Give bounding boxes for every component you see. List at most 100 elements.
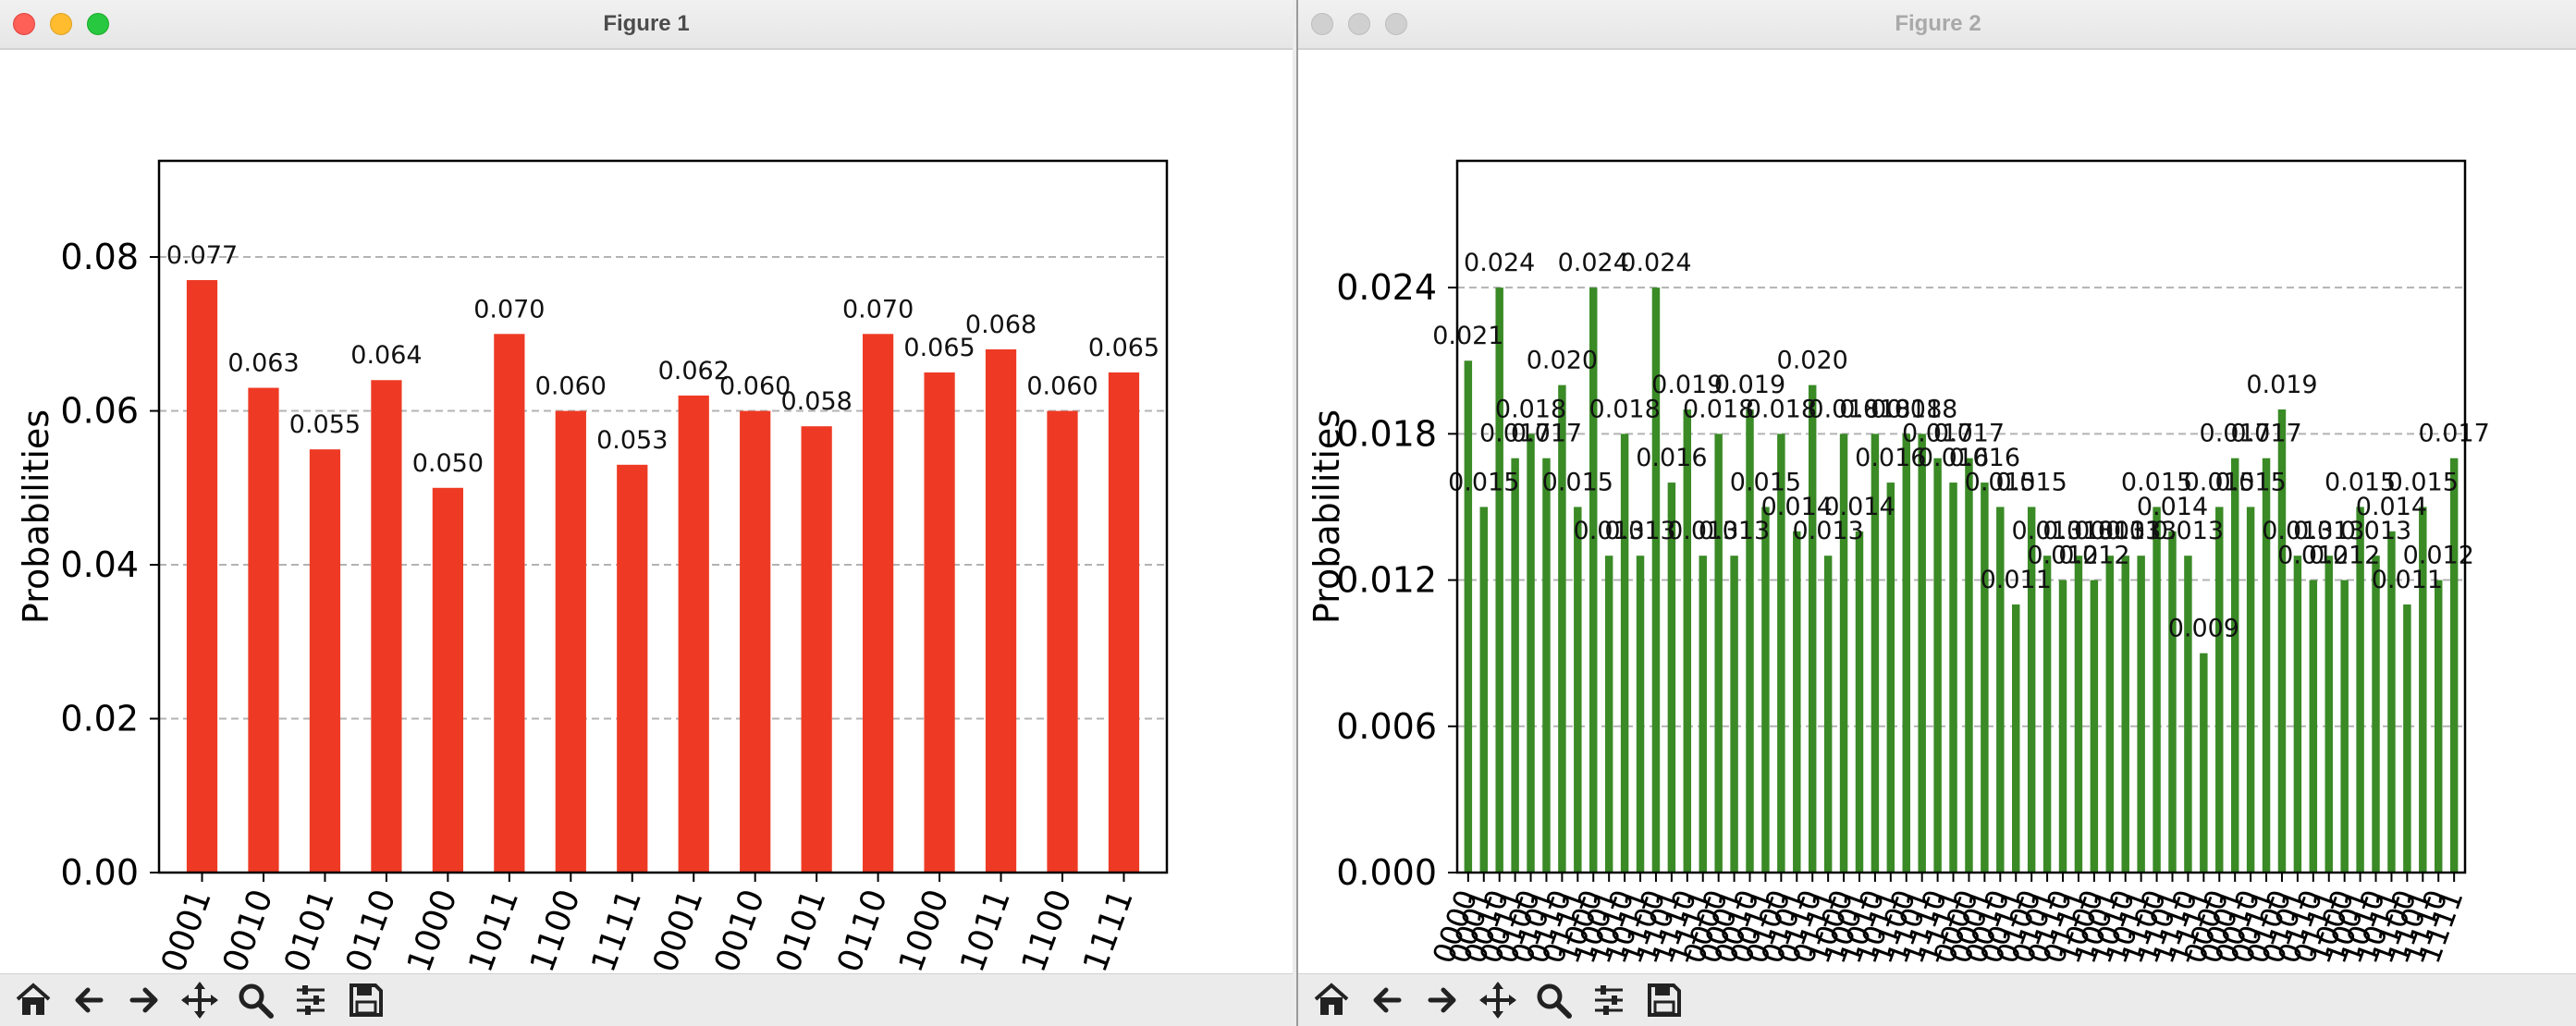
minimize-window-button[interactable] (50, 13, 72, 35)
data-label: 0.013 (2074, 517, 2145, 545)
data-label: 0.065 (903, 334, 975, 362)
bar (1683, 409, 1692, 873)
bar (2105, 556, 2115, 873)
bar (985, 348, 1017, 873)
bar (1495, 287, 1503, 873)
data-label: 0.060 (535, 373, 607, 401)
data-label: 0.012 (2277, 542, 2349, 570)
x-tick-label: 0110 (339, 885, 404, 974)
data-label: 0.016 (1949, 444, 2020, 472)
bar-chart[interactable]: 0.077 0.063 0.055 0.064 0.050 0.070 0.060 0.053… (0, 50, 1293, 974)
bar (924, 372, 955, 873)
data-label: 0.013 (1792, 517, 1863, 545)
y-tick-label: 0.04 (60, 544, 139, 585)
home-button[interactable] (6, 974, 61, 1026)
zoom-button[interactable] (227, 974, 283, 1026)
bar (1965, 458, 1973, 873)
home-icon (1314, 983, 1349, 1015)
figure-window-2: Figure 2 0.021 0.015 0.024 0.017 0.018 0.017 0… (1296, 0, 2576, 1026)
data-label: 0.018 (1808, 395, 1879, 423)
x-tick-label: 0010 (707, 885, 772, 974)
bar (1996, 507, 2005, 873)
bar (309, 449, 341, 873)
data-label: 0.020 (1527, 347, 1598, 375)
save-button[interactable] (1637, 974, 1692, 1026)
bar (1761, 507, 1770, 873)
data-label: 0.015 (1448, 468, 1519, 496)
pan-button[interactable] (1470, 974, 1526, 1026)
bar (2058, 580, 2067, 873)
axes-frame (1455, 159, 2467, 874)
data-label: 0.018 (1746, 395, 1817, 423)
bar (371, 380, 402, 873)
zoom-button[interactable] (1526, 974, 1581, 1026)
move-icon (181, 982, 218, 1019)
maximize-window-button[interactable] (87, 13, 109, 35)
maximize-window-button[interactable] (1385, 13, 1407, 35)
bar (1558, 385, 1566, 873)
bar (1699, 556, 1707, 873)
bar (1808, 385, 1817, 873)
forward-button[interactable] (117, 974, 172, 1026)
y-axis: 0.00 0.02 0.04 0.06 0.08 Probabilities (16, 237, 159, 893)
x-tick-label: 1111 (1076, 885, 1141, 974)
pan-button[interactable] (172, 974, 227, 1026)
bar (494, 334, 525, 873)
bar (2309, 580, 2318, 873)
data-label: 0.070 (473, 295, 545, 324)
x-tick-label: 0001 (154, 885, 219, 974)
data-label: 0.018 (1871, 395, 1942, 423)
back-button[interactable] (61, 974, 117, 1026)
bar (1667, 482, 1676, 873)
close-window-button[interactable] (13, 13, 35, 35)
y-tick-label: 0.000 (1336, 852, 1437, 893)
minimize-window-button[interactable] (1348, 13, 1370, 35)
y-axis-label: Probabilities (1306, 409, 1347, 624)
bar (2215, 507, 2224, 873)
bar (555, 410, 586, 873)
data-label: 0.015 (1996, 468, 2067, 496)
data-label: 0.013 (2011, 517, 2082, 545)
title-bar[interactable]: Figure 1 (0, 0, 1293, 50)
data-label: 0.012 (2027, 542, 2098, 570)
axes-frame (157, 159, 1169, 874)
close-window-button[interactable] (1311, 13, 1333, 35)
data-label: 0.013 (1574, 517, 1645, 545)
bar (1574, 507, 1582, 873)
data-label: 0.060 (719, 373, 791, 401)
data-label: 0.015 (2214, 468, 2286, 496)
bar (1108, 372, 1140, 873)
back-button[interactable] (1359, 974, 1415, 1026)
bar (2200, 653, 2208, 873)
title-bar[interactable]: Figure 2 (1298, 0, 2576, 50)
bar (1589, 287, 1598, 873)
data-label: 0.065 (1088, 334, 1159, 362)
data-label: 0.017 (2230, 420, 2301, 448)
data-label: 0.017 (1933, 420, 2005, 448)
bar (1793, 531, 1801, 873)
data-label: 0.013 (2090, 517, 2161, 545)
data-labels: 0.077 0.063 0.055 0.064 0.050 0.070 0.060 0.053… (166, 241, 1159, 478)
data-label: 0.020 (1777, 347, 1848, 375)
home-button[interactable] (1304, 974, 1359, 1026)
forward-button[interactable] (1415, 974, 1470, 1026)
save-button[interactable] (338, 974, 394, 1026)
bar (2090, 580, 2099, 873)
y-tick-label: 0.024 (1336, 267, 1437, 308)
configure-subplots-button[interactable] (1581, 974, 1637, 1026)
data-label: 0.068 (965, 311, 1037, 339)
data-label: 0.011 (1981, 566, 2052, 594)
bar (2121, 556, 2129, 873)
window-title: Figure 1 (603, 11, 690, 36)
data-label: 0.009 (2168, 615, 2239, 643)
bar-chart[interactable]: 0.0210.0150.0240.0170.0180.0170.0200.015… (1298, 50, 2576, 974)
bar (2277, 409, 2287, 873)
configure-subplots-button[interactable] (283, 974, 338, 1026)
bar (617, 464, 648, 873)
bars (1464, 287, 2459, 873)
data-label: 0.015 (1965, 468, 2036, 496)
bar (1479, 507, 1489, 873)
sliders-icon (297, 985, 325, 1015)
bar (740, 410, 771, 873)
data-label: 0.018 (1495, 395, 1566, 423)
